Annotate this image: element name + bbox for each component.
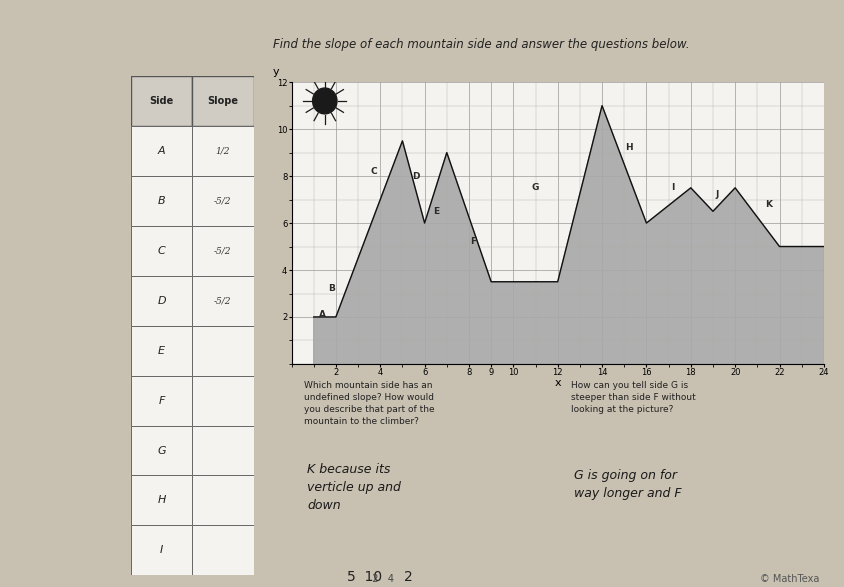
Text: -5/2: -5/2: [214, 296, 231, 305]
FancyBboxPatch shape: [192, 126, 253, 176]
Text: B: B: [327, 284, 334, 294]
X-axis label: x: x: [554, 379, 560, 389]
FancyBboxPatch shape: [131, 475, 192, 525]
Text: -5/2: -5/2: [214, 247, 231, 255]
Text: -5/2: -5/2: [214, 197, 231, 205]
Text: H: H: [157, 495, 165, 505]
Text: D: D: [412, 171, 419, 181]
FancyBboxPatch shape: [131, 326, 192, 376]
Text: I: I: [671, 183, 674, 193]
Text: Slope: Slope: [207, 96, 238, 106]
Text: I: I: [160, 545, 163, 555]
FancyBboxPatch shape: [131, 426, 192, 475]
Text: Which mountain side has an
undefined slope? How would
you describe that part of : Which mountain side has an undefined slo…: [304, 382, 435, 426]
Text: 5  10     2: 5 10 2: [347, 570, 413, 584]
Text: Find the slope of each mountain side and answer the questions below.: Find the slope of each mountain side and…: [273, 38, 690, 50]
Text: E: E: [158, 346, 165, 356]
Text: C: C: [370, 167, 376, 176]
FancyBboxPatch shape: [131, 176, 192, 226]
FancyBboxPatch shape: [192, 76, 253, 126]
Text: G is going on for
way longer and F: G is going on for way longer and F: [573, 468, 680, 500]
Text: J: J: [715, 190, 718, 200]
FancyBboxPatch shape: [192, 475, 253, 525]
FancyBboxPatch shape: [192, 525, 253, 575]
Text: Side: Side: [149, 96, 174, 106]
Text: F: F: [158, 396, 165, 406]
Text: 1/2: 1/2: [215, 147, 230, 156]
FancyBboxPatch shape: [131, 226, 192, 276]
Text: B: B: [158, 196, 165, 206]
Text: K because its
verticle up and
down: K because its verticle up and down: [306, 463, 400, 512]
Text: K: K: [764, 200, 771, 209]
Text: A: A: [158, 146, 165, 156]
Text: G: G: [157, 446, 165, 456]
FancyBboxPatch shape: [131, 126, 192, 176]
FancyBboxPatch shape: [131, 76, 192, 126]
Text: G: G: [531, 183, 538, 193]
Text: © MathTexa: © MathTexa: [760, 574, 819, 584]
Text: E: E: [432, 207, 438, 216]
Text: C: C: [158, 246, 165, 256]
FancyBboxPatch shape: [131, 525, 192, 575]
Circle shape: [312, 88, 337, 114]
Text: How can you tell side G is
steeper than side F without
looking at the picture?: How can you tell side G is steeper than …: [571, 382, 695, 414]
FancyBboxPatch shape: [192, 326, 253, 376]
FancyBboxPatch shape: [131, 276, 192, 326]
Text: F: F: [470, 237, 476, 247]
FancyBboxPatch shape: [131, 376, 192, 426]
Text: 2   4: 2 4: [365, 574, 394, 584]
FancyBboxPatch shape: [192, 426, 253, 475]
FancyBboxPatch shape: [192, 176, 253, 226]
FancyBboxPatch shape: [192, 376, 253, 426]
FancyBboxPatch shape: [192, 276, 253, 326]
Text: A: A: [319, 310, 326, 319]
Polygon shape: [313, 106, 823, 364]
Y-axis label: y: y: [272, 66, 279, 76]
FancyBboxPatch shape: [192, 226, 253, 276]
Text: D: D: [157, 296, 165, 306]
Text: H: H: [624, 143, 632, 153]
